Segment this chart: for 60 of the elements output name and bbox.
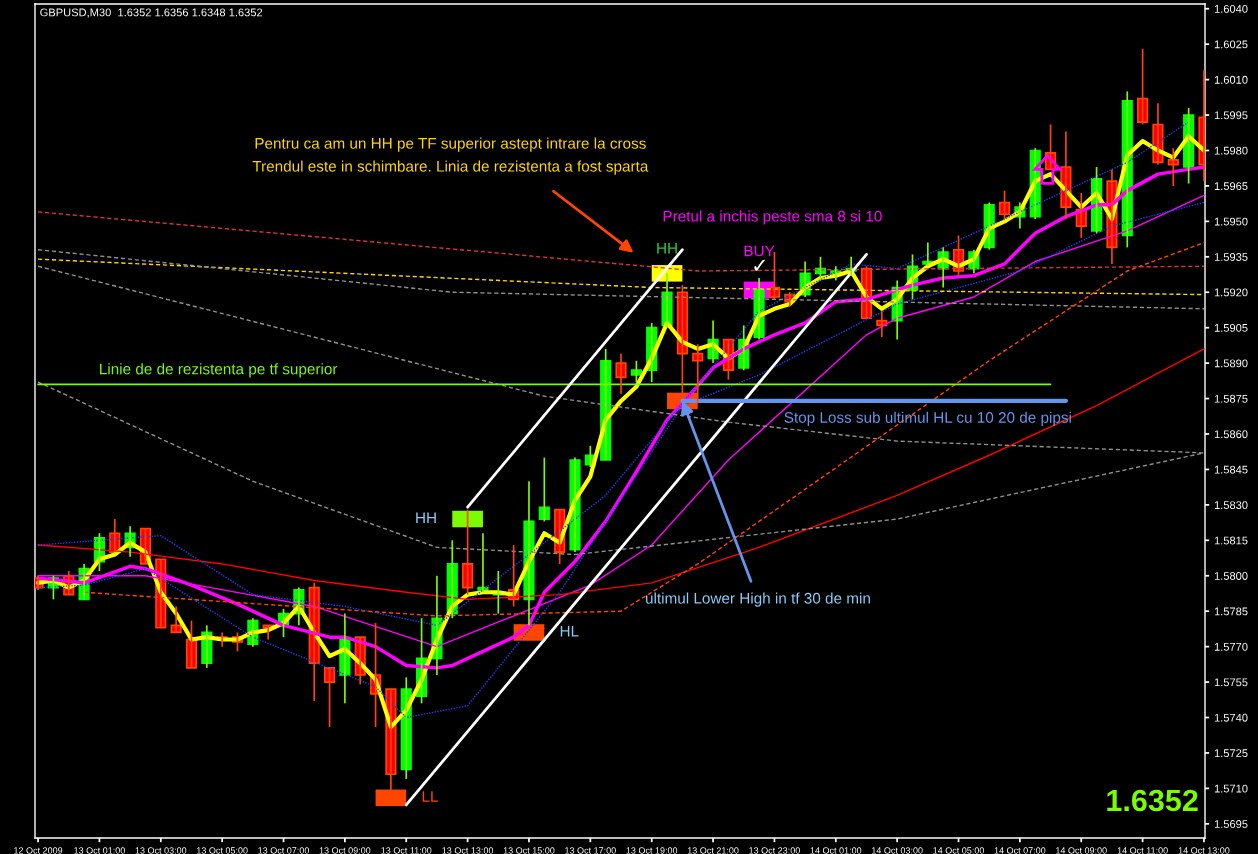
y-tick-label: 1.5995 [1214,111,1248,120]
y-tick-label: 1.5710 [1214,784,1248,793]
candlestick [630,359,642,383]
annotation: ultimul Lower High in tf 30 de min [646,592,870,607]
y-tick-label: 1.6025 [1214,40,1248,49]
chart-title: GBPUSD,M30 1.6352 1.6356 1.6348 1.6352 [40,8,263,18]
x-tick-label: 13 Oct 23:00 [749,847,800,854]
annotation: LL [422,791,438,802]
series-label: Linie de de rezistenta pe tf superior [100,363,338,378]
y-tick-label: 1.5875 [1214,394,1248,403]
y-tick-label: 1.5740 [1214,713,1248,722]
y-tick-label: 1.6040 [1214,4,1248,13]
y-tick-label: 1.5980 [1214,146,1248,155]
annotation: Pentru ca am un HH pe TF superior astept intrare la cross [255,137,646,152]
x-tick-label: 13 Oct 07:00 [258,847,310,854]
y-tick-label: 1.5830 [1214,501,1248,510]
x-tick-label: 13 Oct 05:00 [197,847,248,854]
x-tick-label: 13 Oct 21:00 [687,847,739,854]
x-tick-label: 13 Oct 03:00 [135,847,187,854]
y-tick-label: 1.5890 [1214,359,1248,368]
x-tick-label: 13 Oct 01:00 [74,847,125,854]
y-tick-label: 1.5695 [1214,820,1248,828]
annotation: HH [416,512,436,523]
y-tick-label: 1.5965 [1214,182,1248,191]
candlestick [615,352,627,395]
annotation: BUY [744,245,775,257]
x-tick-label: 13 Oct 15:00 [503,847,555,854]
y-tick-label: 1.5935 [1214,253,1248,261]
y-tick-label: 1.5755 [1214,678,1248,687]
annotation: Trendul este in schimbare. Linia de rezistenta a fost sparta [252,160,649,175]
x-tick-label: 13 Oct 09:00 [319,847,371,854]
annotation: Pretul a inchis peste sma 8 si 10 [663,210,882,225]
y-tick-label: 1.5815 [1214,536,1248,545]
x-tick-label: 12 Oct 2009 [14,847,63,854]
x-tick-label: 13 Oct 11:00 [381,847,432,854]
x-tick-label: 14 Oct 01:00 [810,847,862,854]
annotation: HH [657,242,677,254]
x-tick-label: 14 Oct 11:00 [1117,847,1168,854]
x-tick-label: 14 Oct 13:00 [1178,847,1230,854]
x-tick-label: 14 Oct 09:00 [1056,847,1107,854]
y-tick-label: 1.5785 [1214,607,1248,616]
y-tick-label: 1.5905 [1214,323,1248,332]
x-tick-label: 13 Oct 17:00 [565,847,616,854]
y-tick-label: 1.5950 [1214,217,1248,226]
y-tick-label: 1.5725 [1214,749,1248,758]
y-tick-label: 1.6010 [1214,75,1248,84]
y-tick-label: 1.5770 [1214,642,1248,651]
y-tick-label: 1.5860 [1214,430,1248,439]
y-tick-label: 1.5845 [1214,465,1248,474]
x-tick-label: 14 Oct 05:00 [933,847,985,854]
x-tick-label: 14 Oct 07:00 [994,847,1046,854]
series-label: Stop Loss sub ultimul HL cu 10 20 de pipsi [784,411,1071,426]
annotation: 1.6352 [1107,789,1198,812]
y-tick-label: 1.5920 [1214,288,1248,297]
x-tick-label: 13 Oct 19:00 [626,847,678,854]
x-tick-label: 14 Oct 03:00 [872,847,923,854]
annotation: HL [560,625,579,637]
annotation: ✓ [754,259,766,271]
x-tick-label: 13 Oct 13:00 [442,847,494,854]
y-tick-label: 1.5800 [1214,572,1248,580]
